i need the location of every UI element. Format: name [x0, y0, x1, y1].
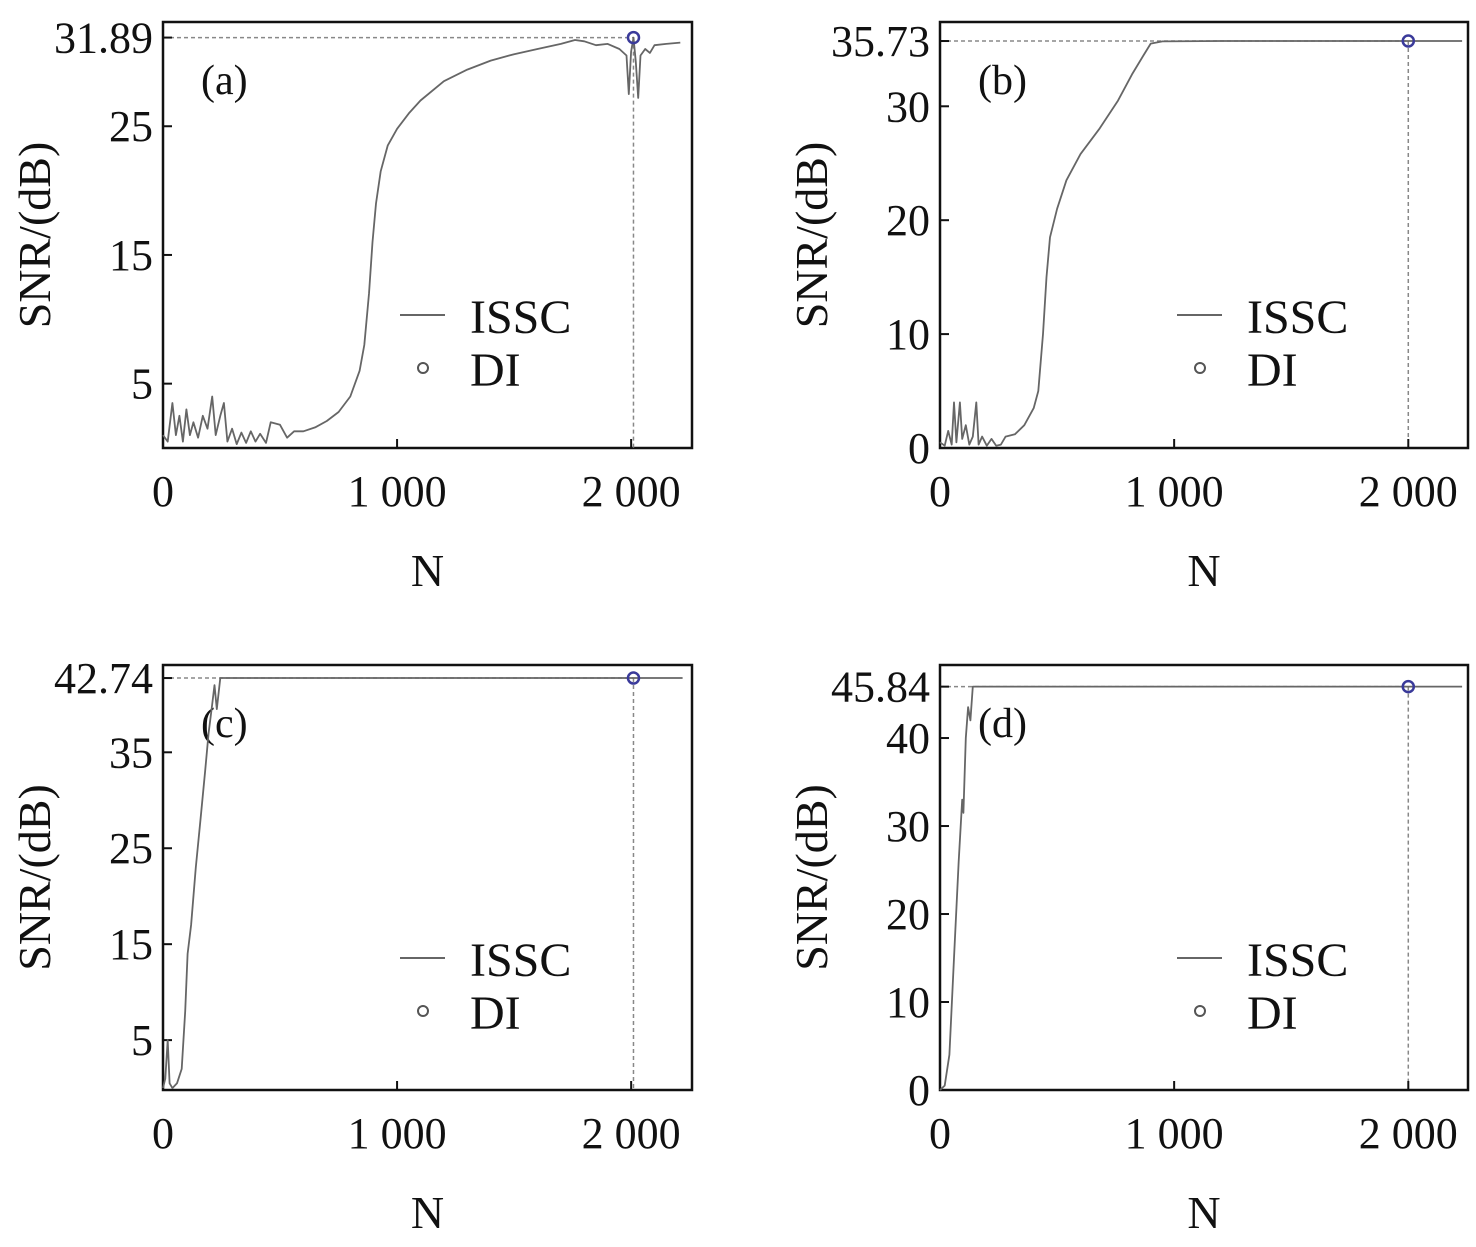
y-tick-label: 42.74: [54, 654, 153, 703]
plot-frame: [938, 663, 1470, 1092]
legend-di-swatch: [1194, 362, 1206, 374]
y-axis-label: SNR/(dB): [9, 142, 60, 329]
legend-di-label: DI: [470, 987, 521, 1040]
legend-di-swatch: [1194, 1005, 1206, 1017]
di-point-marker: [626, 30, 641, 45]
panel-label: (a): [201, 58, 248, 104]
x-axis-label: N: [1187, 545, 1220, 596]
y-axis-label: SNR/(dB): [786, 784, 837, 971]
legend-di-label: DI: [1247, 987, 1298, 1040]
plot-frame: [161, 20, 694, 450]
x-tick-label: 1 000: [348, 467, 447, 516]
legend-issc-label: ISSC: [470, 291, 571, 344]
y-tick-label: 15: [109, 920, 153, 969]
y-tick-label: 25: [109, 102, 153, 151]
x-tick-label: 2 000: [582, 1109, 681, 1158]
panel-b: 0 1 000 2 000 0 10 20 30 35.73 N SNR/(dB) (b) ISSCD…: [786, 17, 1470, 596]
x-tick-label: 1 000: [1125, 467, 1224, 516]
legend-issc-label: ISSC: [470, 934, 571, 987]
x-tick-label: 2 000: [582, 467, 681, 516]
y-tick-label: 0: [908, 1066, 930, 1115]
y-tick-label: 45.84: [831, 663, 930, 712]
panel-label: (d): [978, 701, 1027, 747]
x-tick-label: 1 000: [1125, 1109, 1224, 1158]
y-tick-label: 10: [886, 978, 930, 1027]
issc-series-line: [939, 40, 1463, 447]
x-axis-label: N: [1187, 1187, 1220, 1238]
issc-series-line: [162, 677, 683, 1089]
legend-di-swatch: [417, 362, 429, 374]
issc-series-line: [162, 36, 681, 446]
legend-issc-label: ISSC: [1247, 291, 1348, 344]
y-tick-label: 10: [886, 310, 930, 359]
y-tick-label: 0: [908, 424, 930, 473]
x-tick-label: 0: [929, 467, 951, 516]
y-tick-label: 25: [109, 824, 153, 873]
y-tick-label: 40: [886, 714, 930, 763]
y-axis-label: SNR/(dB): [9, 784, 60, 971]
legend-issc-label: ISSC: [1247, 934, 1348, 987]
y-tick-label: 35.73: [831, 17, 930, 66]
x-tick-label: 0: [152, 467, 174, 516]
y-tick-label: 30: [886, 802, 930, 851]
x-tick-label: 0: [152, 1109, 174, 1158]
y-tick-label: 20: [886, 196, 930, 245]
y-tick-label: 35: [109, 728, 153, 777]
y-axis-label: SNR/(dB): [786, 142, 837, 329]
legend-di-swatch: [417, 1005, 429, 1017]
issc-series-line: [939, 685, 1463, 1091]
x-tick-label: 2 000: [1359, 467, 1458, 516]
y-tick-label: 5: [131, 360, 153, 409]
x-tick-label: 0: [929, 1109, 951, 1158]
y-tick-label: 15: [109, 231, 153, 280]
di-point-marker: [1401, 679, 1416, 694]
plot-frame: [161, 663, 694, 1092]
y-tick-label: 31.89: [54, 14, 153, 63]
x-tick-label: 1 000: [348, 1109, 447, 1158]
y-tick-label: 30: [886, 82, 930, 131]
x-axis-label: N: [411, 545, 444, 596]
legend-di-label: DI: [470, 344, 521, 397]
di-point-marker: [1401, 34, 1416, 48]
legend-di-label: DI: [1247, 344, 1298, 397]
panel-label: (b): [978, 58, 1027, 104]
plot-frame: [938, 20, 1470, 450]
y-tick-label: 20: [886, 890, 930, 939]
x-tick-label: 2 000: [1359, 1109, 1458, 1158]
di-point-marker: [626, 671, 641, 685]
x-axis-label: N: [411, 1187, 444, 1238]
y-tick-label: 5: [131, 1016, 153, 1065]
